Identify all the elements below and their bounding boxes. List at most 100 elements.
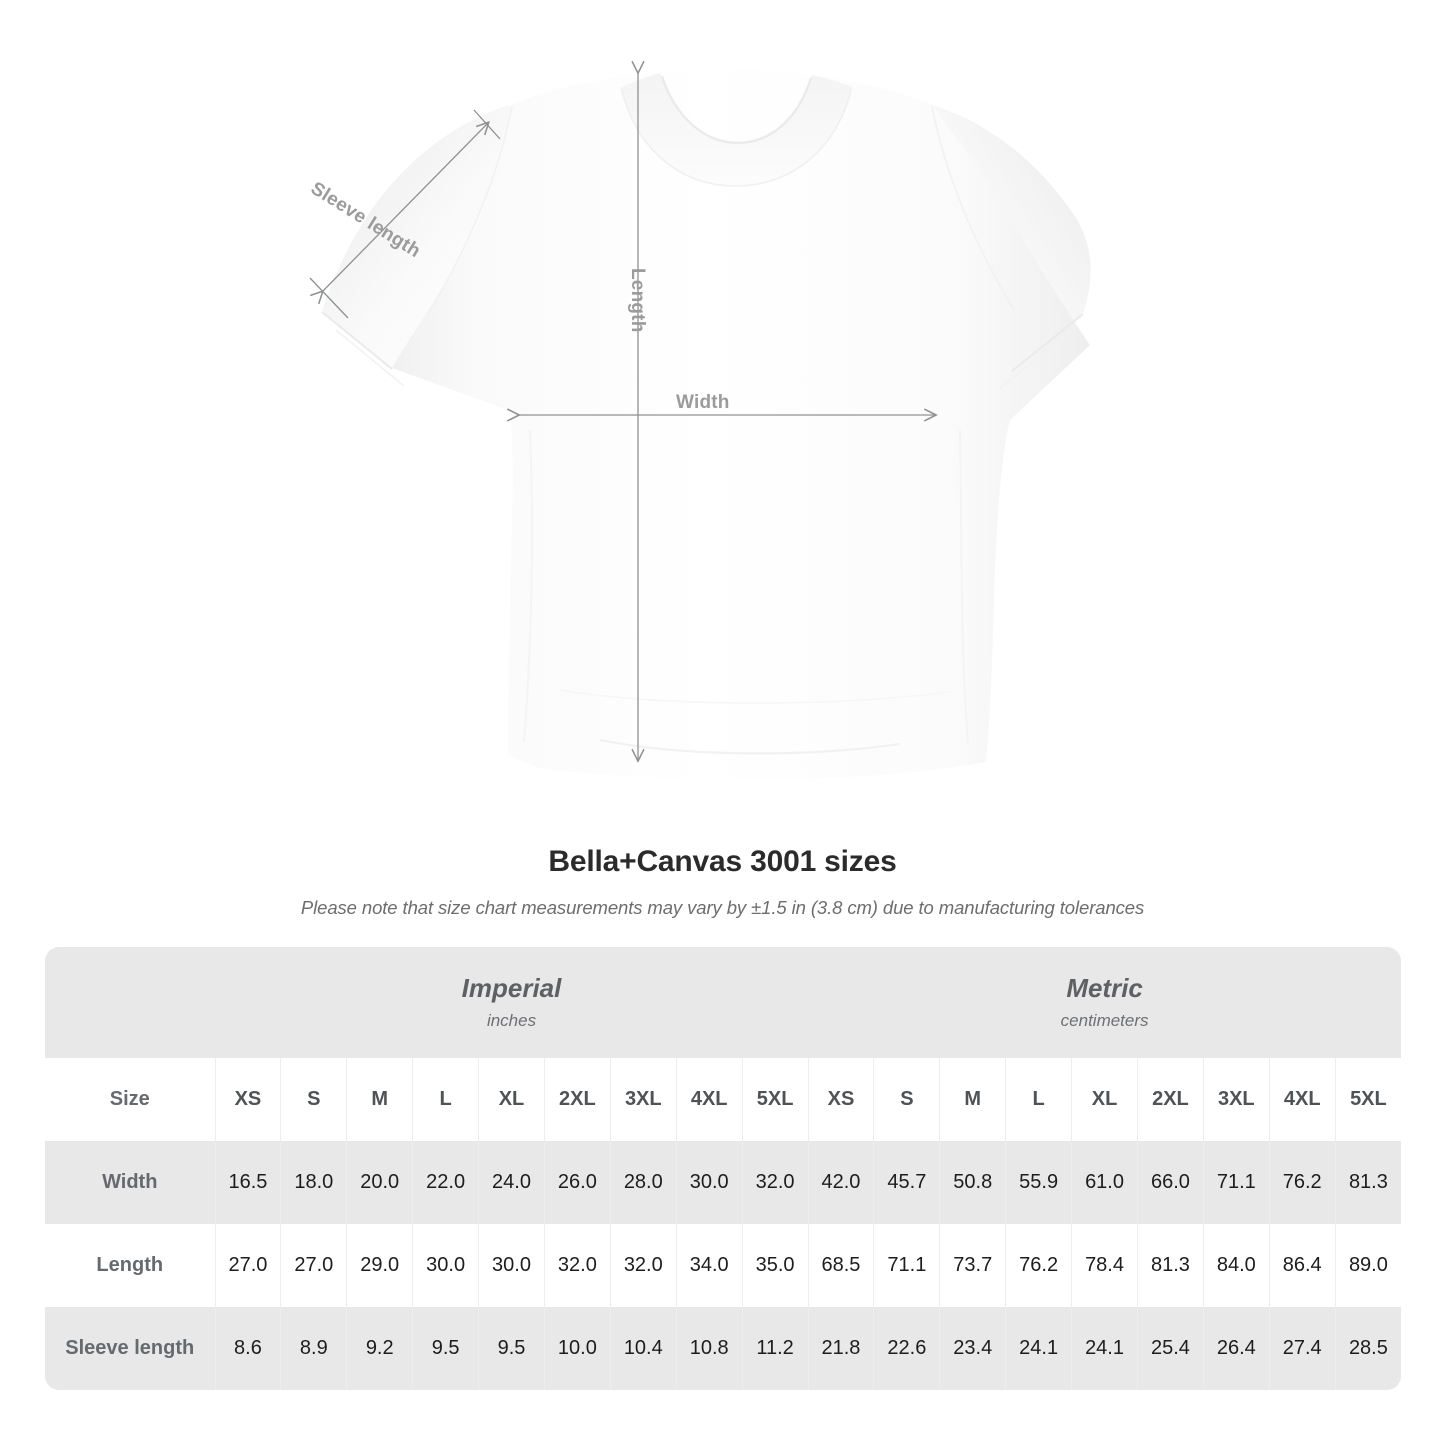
cell-width-metric-5: 66.0 xyxy=(1136,1141,1204,1224)
size-header-metric-7: 4XL xyxy=(1268,1058,1336,1141)
size-header-metric-5: 2XL xyxy=(1136,1058,1204,1141)
imperial-unit-sub: inches xyxy=(486,1010,537,1030)
cell-length-imperial-3: 30.0 xyxy=(412,1224,479,1307)
size-header-metric-0: XS xyxy=(807,1058,874,1141)
metric-unit-name: Metric xyxy=(1066,973,1143,1004)
cell-length-metric-6: 84.0 xyxy=(1202,1224,1270,1307)
cell-width-imperial-2: 20.0 xyxy=(346,1141,413,1224)
tolerance-note: Please note that size chart measurements… xyxy=(300,897,1145,918)
size-header-metric-6: 3XL xyxy=(1202,1058,1270,1141)
size-header-imperial-8: 5XL xyxy=(741,1058,809,1141)
cell-sleeve-imperial-5: 10.0 xyxy=(543,1307,611,1390)
table-row: Width 16.5 18.0 20.0 22.0 24.0 26.0 28.0… xyxy=(45,1141,1402,1224)
size-header-imperial-2: M xyxy=(346,1058,413,1141)
cell-length-imperial-7: 34.0 xyxy=(675,1224,743,1307)
size-chart-table: Imperial inches Metric centimeters Size … xyxy=(45,947,1402,1390)
cell-sleeve-metric-8: 28.5 xyxy=(1334,1307,1402,1390)
tshirt-diagram: Sleeve length Length Width xyxy=(307,0,1091,780)
cell-width-metric-7: 76.2 xyxy=(1268,1141,1336,1224)
cell-length-imperial-0: 27.0 xyxy=(214,1224,281,1307)
cell-sleeve-metric-1: 22.6 xyxy=(873,1307,940,1390)
size-header-imperial-1: S xyxy=(280,1058,347,1141)
size-header-row: Size XS S M L XL 2XL 3XL 4XL 5XL XS S M … xyxy=(45,1058,1402,1141)
sleeve-arrow xyxy=(322,123,488,292)
cell-sleeve-imperial-0: 8.6 xyxy=(214,1307,281,1390)
cell-sleeve-metric-5: 25.4 xyxy=(1136,1307,1204,1390)
cell-length-imperial-1: 27.0 xyxy=(280,1224,347,1307)
size-header-imperial-7: 4XL xyxy=(675,1058,743,1141)
cell-sleeve-metric-6: 26.4 xyxy=(1202,1307,1270,1390)
cell-length-metric-7: 86.4 xyxy=(1268,1224,1336,1307)
imperial-banner-cell: Imperial inches xyxy=(215,947,809,1058)
size-corner-label: Size xyxy=(45,1058,215,1141)
length-label: Length xyxy=(627,268,648,333)
table-row: Length 27.0 27.0 29.0 30.0 30.0 32.0 32.… xyxy=(45,1224,1402,1307)
cell-length-imperial-2: 29.0 xyxy=(346,1224,413,1307)
size-header-metric-1: S xyxy=(873,1058,940,1141)
banner-spacer xyxy=(45,947,215,1058)
cell-sleeve-imperial-6: 10.4 xyxy=(609,1307,677,1390)
cell-width-imperial-8: 32.0 xyxy=(741,1141,809,1224)
size-header-imperial-3: L xyxy=(412,1058,479,1141)
metric-unit-sub: centimeters xyxy=(1060,1010,1149,1030)
cell-width-imperial-0: 16.5 xyxy=(214,1141,281,1224)
cell-length-metric-0: 68.5 xyxy=(807,1224,874,1307)
size-header-imperial-0: XS xyxy=(214,1058,281,1141)
width-label: Width xyxy=(676,392,730,413)
cell-length-imperial-4: 30.0 xyxy=(478,1224,545,1307)
table-row: Sleeve length 8.6 8.9 9.2 9.5 9.5 10.0 1… xyxy=(45,1307,1402,1390)
cell-sleeve-imperial-3: 9.5 xyxy=(412,1307,479,1390)
cell-width-imperial-5: 26.0 xyxy=(543,1141,611,1224)
cell-width-metric-8: 81.3 xyxy=(1334,1141,1402,1224)
size-header-metric-8: 5XL xyxy=(1334,1058,1402,1141)
size-header-imperial-6: 3XL xyxy=(609,1058,677,1141)
cell-width-metric-3: 55.9 xyxy=(1005,1141,1072,1224)
cell-length-imperial-8: 35.0 xyxy=(741,1224,809,1307)
unit-banner-row: Imperial inches Metric centimeters xyxy=(45,947,1402,1058)
cell-sleeve-imperial-1: 8.9 xyxy=(280,1307,347,1390)
size-header-metric-2: M xyxy=(939,1058,1006,1141)
cell-sleeve-imperial-7: 10.8 xyxy=(675,1307,743,1390)
cell-length-metric-4: 78.4 xyxy=(1071,1224,1138,1307)
cell-width-metric-1: 45.7 xyxy=(873,1141,940,1224)
shirt-body xyxy=(321,69,1091,780)
size-header-metric-3: L xyxy=(1005,1058,1072,1141)
title-block: Bella+Canvas 3001 sizes Please note that… xyxy=(0,845,1445,919)
cell-sleeve-metric-7: 27.4 xyxy=(1268,1307,1336,1390)
imperial-unit-name: Imperial xyxy=(461,973,562,1004)
cell-width-imperial-4: 24.0 xyxy=(478,1141,545,1224)
cell-width-imperial-3: 22.0 xyxy=(412,1141,479,1224)
cell-width-imperial-7: 30.0 xyxy=(675,1141,743,1224)
cell-width-metric-6: 71.1 xyxy=(1202,1141,1270,1224)
metric-banner-cell: Metric centimeters xyxy=(808,947,1402,1058)
cell-width-imperial-6: 28.0 xyxy=(609,1141,677,1224)
cell-length-metric-8: 89.0 xyxy=(1334,1224,1402,1307)
measurement-arrows xyxy=(309,72,935,760)
tshirt-illustration xyxy=(309,0,1091,780)
row-label-width: Width xyxy=(45,1141,215,1224)
cell-width-imperial-1: 18.0 xyxy=(280,1141,347,1224)
row-label-length: Length xyxy=(45,1224,215,1307)
cell-width-metric-0: 42.0 xyxy=(807,1141,874,1224)
cell-length-metric-1: 71.1 xyxy=(873,1224,940,1307)
size-header-imperial-5: 2XL xyxy=(543,1058,611,1141)
cell-sleeve-imperial-2: 9.2 xyxy=(346,1307,413,1390)
cell-length-metric-3: 76.2 xyxy=(1005,1224,1072,1307)
size-header-imperial-4: XL xyxy=(478,1058,545,1141)
page-title: Bella+Canvas 3001 sizes xyxy=(548,845,897,878)
cell-length-metric-2: 73.7 xyxy=(939,1224,1006,1307)
cell-length-imperial-6: 32.0 xyxy=(609,1224,677,1307)
cell-sleeve-metric-0: 21.8 xyxy=(807,1307,874,1390)
cell-length-imperial-5: 32.0 xyxy=(543,1224,611,1307)
size-header-metric-4: XL xyxy=(1071,1058,1138,1141)
cell-sleeve-metric-3: 24.1 xyxy=(1005,1307,1072,1390)
cell-width-metric-4: 61.0 xyxy=(1071,1141,1138,1224)
cell-sleeve-metric-4: 24.1 xyxy=(1071,1307,1138,1390)
row-label-sleeve-length: Sleeve length xyxy=(45,1307,215,1390)
size-chart-table-wrap: Imperial inches Metric centimeters Size … xyxy=(45,947,1402,1390)
cell-sleeve-imperial-4: 9.5 xyxy=(478,1307,545,1390)
cell-length-metric-5: 81.3 xyxy=(1136,1224,1204,1307)
cell-width-metric-2: 50.8 xyxy=(939,1141,1006,1224)
cell-sleeve-metric-2: 23.4 xyxy=(939,1307,1006,1390)
cell-sleeve-imperial-8: 11.2 xyxy=(741,1307,809,1390)
